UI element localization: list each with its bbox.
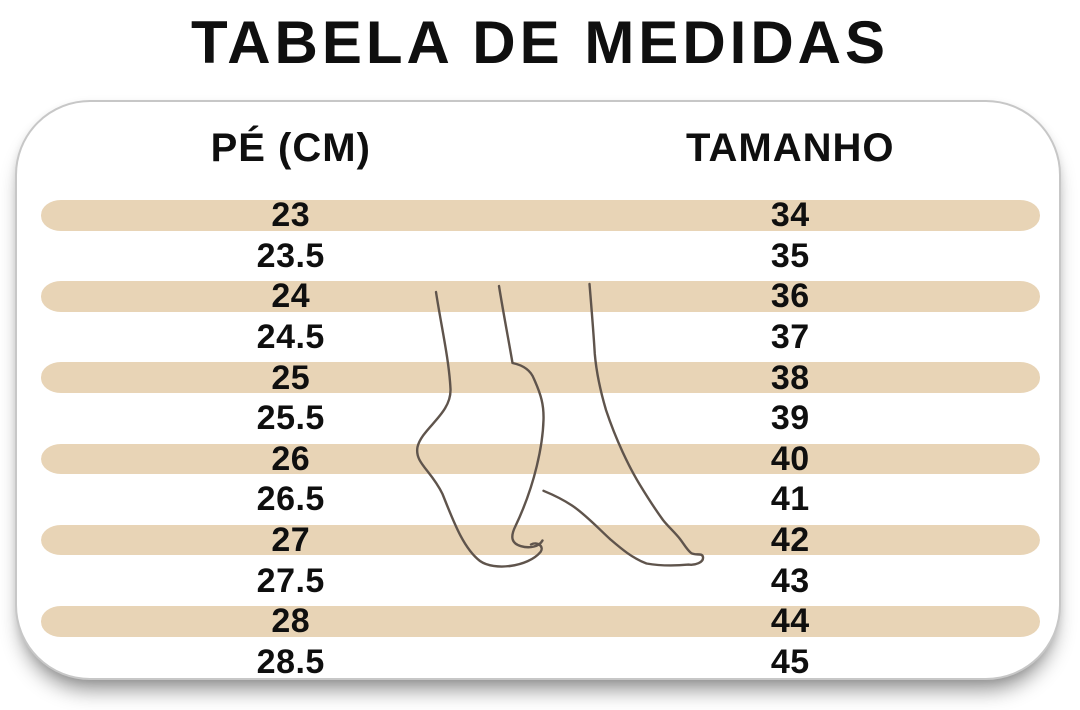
foot-cm-value: 28.5 [256,642,325,681]
column-header-size: TAMANHO [686,126,895,170]
page-title: TABELA DE MEDIDAS [191,9,889,76]
foot-cm-value: 26 [271,439,311,478]
size-value: 37 [770,318,810,357]
foot-cm-value: 23.5 [256,236,325,275]
table-row: 23.5 35 [41,236,1040,277]
table-header-row: PÉ (CM) TAMANHO [41,126,1040,170]
foot-cm-value: 27 [271,521,311,560]
size-value: 39 [770,399,810,438]
table-row: 23 34 [41,195,1040,236]
table-row: 28 44 [41,601,1040,642]
size-value: 44 [770,602,810,641]
table-row: 24 36 [41,276,1040,317]
column-header-foot-cm: PÉ (CM) [210,126,371,170]
table-body: 23 34 23.5 35 24 36 24.5 37 25 38 25.5 3… [17,195,1059,682]
foot-cm-value: 25.5 [256,399,325,438]
table-row: 25.5 39 [41,398,1040,439]
table-row: 27.5 43 [41,560,1040,601]
size-table-card: PÉ (CM) TAMANHO 23 34 23.5 35 24 36 24.5… [15,100,1061,680]
foot-cm-value: 24.5 [256,318,325,357]
table-row: 24.5 37 [41,317,1040,358]
size-value: 42 [770,521,810,560]
size-value: 45 [770,642,810,681]
table-row: 26 40 [41,439,1040,480]
size-value: 40 [770,439,810,478]
foot-cm-value: 28 [271,602,311,641]
foot-cm-value: 24 [271,277,311,316]
size-value: 36 [770,277,810,316]
size-value: 34 [770,196,810,235]
foot-cm-value: 23 [271,196,311,235]
foot-cm-value: 27.5 [256,561,325,600]
table-row: 25 38 [41,357,1040,398]
foot-cm-value: 26.5 [256,480,325,519]
size-value: 35 [770,236,810,275]
size-value: 43 [770,561,810,600]
table-row: 26.5 41 [41,479,1040,520]
size-value: 38 [770,358,810,397]
foot-cm-value: 25 [271,358,311,397]
table-row: 27 42 [41,520,1040,561]
table-row: 28.5 45 [41,642,1040,683]
size-value: 41 [770,480,810,519]
